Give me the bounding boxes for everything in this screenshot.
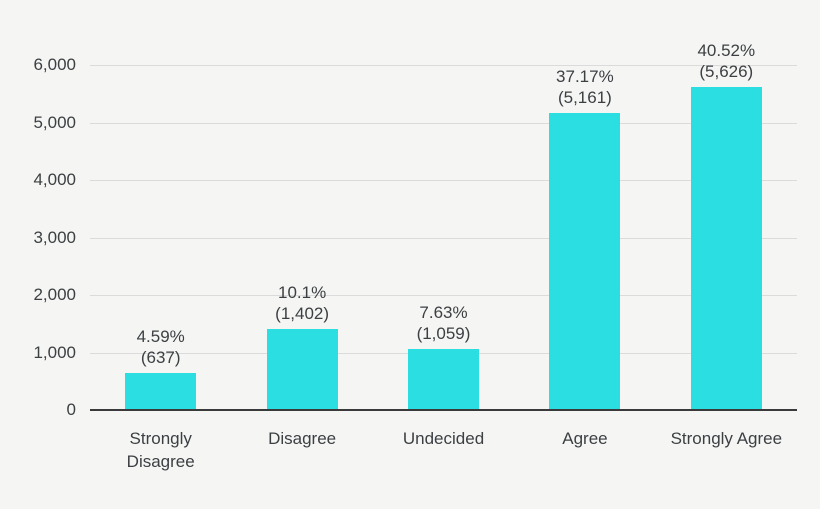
gridline-4,000 [90,180,797,181]
category-label: Strongly Disagree [126,429,195,471]
category-label: Disagree [268,429,337,448]
bar-value-label-agree: 37.17% (5,161) [556,67,614,108]
y-axis: 0 1,000 2,000 3,000 4,000 5,000 6,000 [0,55,76,419]
bar-value-label-strongly-disagree: 4.59% (637) [136,327,185,368]
x-tick-label-strongly-disagree: Strongly Disagree [90,427,231,473]
x-tick-label-strongly-agree: Strongly Agree [656,427,797,473]
x-axis: Strongly Disagree Disagree Undecided Agree S… [90,427,797,473]
bar-disagree [266,329,338,410]
y-tick-label-6,000: 6,000 [33,55,76,74]
y-tick-label-0: 0 [66,400,76,419]
x-axis-line [90,409,797,411]
gridline-3,000 [90,237,797,239]
y-tick-label-5,000: 5,000 [33,112,76,132]
gridline-2,000 [90,295,797,296]
category-label: Agree [562,429,608,448]
x-tick-label-undecided: Undecided [373,427,514,473]
y-tick-label-4,000: 4,000 [33,170,76,189]
bar-strongly-agree [690,86,762,410]
x-tick-label-agree: Agree [514,427,655,473]
plot-area: 4.59% (637) 10.1% (1,402) 7.63% (1,059) 37.… [90,41,797,410]
bar-undecided [408,349,479,410]
bar-value-label-disagree: 10.1% (1,402) [275,283,330,324]
bar-value-label-strongly-agree: 40.52% (5,626) [697,40,756,81]
bar-agree [549,113,621,410]
gridline-5,000 [90,122,797,124]
y-tick-label-3,000: 3,000 [33,227,76,247]
gridline-6,000 [90,65,797,66]
bar-value-label-undecided: 7.63% (1,059) [416,303,471,344]
bar-strongly-disagree [125,373,197,410]
y-tick-label-1,000: 1,000 [33,342,76,362]
category-label: Undecided [402,429,485,448]
category-label: Strongly Agree [670,429,783,448]
x-tick-label-disagree: Disagree [231,427,372,473]
y-tick-label-2,000: 2,000 [33,285,76,304]
